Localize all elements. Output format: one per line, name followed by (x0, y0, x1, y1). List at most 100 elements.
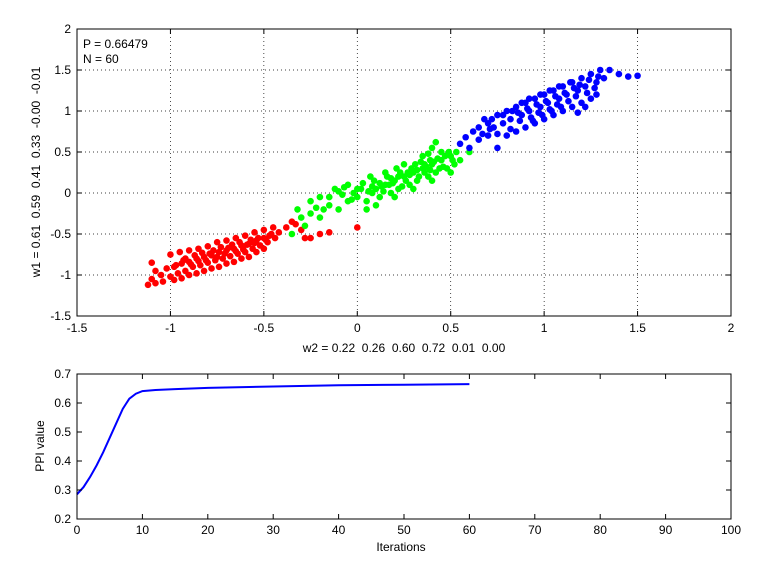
scatter-point (353, 185, 361, 193)
scatter-point (475, 136, 483, 143)
ppi-axes: 0 10 20 30 40 50 60 70 80 90 100 0.2 0.3 0.4 0.5 0.6 0.7… (33, 367, 741, 554)
scatter-point (223, 237, 230, 244)
scatter-point (548, 107, 555, 115)
scatter-point (570, 84, 578, 92)
scatter-point (294, 206, 301, 213)
scatter-point (555, 83, 563, 90)
scatter-point (325, 202, 333, 209)
scatter-point (243, 241, 251, 248)
scatter-point (533, 101, 540, 108)
scatter-x-axis-label: w2 = 0.22 0.26 0.60 0.72 0.01 0.00 (302, 341, 506, 355)
scatter-point (568, 103, 576, 111)
scatter-point (529, 117, 537, 125)
scatter-point (494, 144, 501, 152)
scatter-points (144, 66, 641, 289)
scatter-point (245, 253, 253, 261)
ppi-x-tick-label: 30 (267, 523, 281, 537)
scatter-point (316, 230, 324, 238)
scatter-point (365, 188, 372, 195)
scatter-point (441, 152, 449, 160)
scatter-point (449, 156, 456, 164)
scatter-point (238, 255, 245, 262)
scatter-y-tick-label: 2 (64, 22, 71, 36)
scatter-point (475, 124, 483, 131)
scatter-y-tick-label: 0.5 (54, 145, 71, 159)
scatter-point (152, 267, 159, 275)
scatter-y-tick-label: -1 (60, 268, 71, 282)
scatter-point (421, 169, 428, 176)
scatter-point (436, 165, 443, 172)
scatter-point (507, 125, 514, 133)
scatter-point (572, 92, 580, 100)
scatter-point (376, 179, 384, 187)
scatter-point (275, 229, 283, 236)
scatter-point (236, 238, 243, 246)
scatter-point (170, 276, 178, 284)
annotation-p-value: P = 0.66479 (83, 37, 148, 51)
scatter-point (391, 193, 398, 201)
scatter-point (172, 261, 180, 269)
scatter-point (260, 245, 268, 253)
ppi-y-axis-label: PPI value (33, 420, 47, 472)
ppi-x-tick-label: 100 (721, 523, 741, 537)
scatter-point (537, 91, 544, 98)
scatter-point (193, 270, 200, 277)
scatter-point (574, 109, 582, 116)
scatter-point (198, 249, 206, 257)
ppi-x-tick-label: 60 (463, 523, 477, 537)
scatter-point (565, 97, 572, 105)
scatter-point (385, 181, 393, 189)
scatter-point (372, 202, 380, 209)
ppi-x-tick-label: 90 (659, 523, 673, 537)
scatter-point (226, 252, 234, 260)
scatter-point (325, 193, 333, 201)
scatter-point (503, 132, 511, 139)
scatter-point (488, 115, 496, 123)
scatter-point (208, 265, 215, 272)
scatter-point (144, 281, 152, 289)
scatter-point (595, 73, 602, 80)
scatter-point (353, 224, 361, 231)
scatter-x-tick-label: 2 (728, 321, 735, 335)
ppi-x-tick-label: 10 (136, 523, 150, 537)
scatter-point (251, 229, 258, 236)
scatter-x-tick-label: 1.5 (629, 321, 646, 335)
scatter-point (251, 239, 258, 247)
scatter-point (316, 193, 324, 201)
scatter-point (312, 204, 320, 212)
scatter-point (301, 222, 309, 230)
scatter-point (561, 89, 568, 97)
scatter-point (363, 197, 370, 205)
scatter-point (271, 234, 279, 242)
scatter-point (591, 84, 598, 92)
scatter-point (424, 150, 432, 157)
scatter-point (456, 156, 464, 164)
scatter-point (223, 260, 230, 267)
scatter-point (213, 238, 221, 246)
scatter-point (432, 138, 440, 146)
scatter-point (606, 66, 613, 74)
scatter-point (567, 79, 574, 86)
scatter-point (400, 161, 408, 168)
scatter-point (200, 267, 208, 275)
scatter-point (213, 253, 221, 261)
scatter-point (624, 73, 632, 80)
scatter-point (159, 278, 167, 285)
scatter-point (307, 197, 314, 205)
ppi-x-axis-label: Iterations (376, 540, 425, 554)
scatter-point (398, 183, 406, 190)
scatter-point (516, 117, 524, 125)
scatter-point (178, 274, 185, 282)
scatter-point (260, 226, 268, 234)
ppi-x-tick-label: 40 (332, 523, 346, 537)
scatter-point (428, 177, 436, 184)
scatter-point (152, 279, 159, 287)
scatter-point (542, 97, 550, 105)
scatter-point (404, 169, 412, 176)
scatter-point (593, 91, 600, 98)
scatter-point (363, 206, 370, 213)
scatter-ticks: -1.5 -1 -0.5 0 0.5 1 1.5 2 -1.5 -1 -0.5 0 0.5 1 1.5 2 (50, 22, 734, 335)
scatter-point (634, 72, 641, 80)
